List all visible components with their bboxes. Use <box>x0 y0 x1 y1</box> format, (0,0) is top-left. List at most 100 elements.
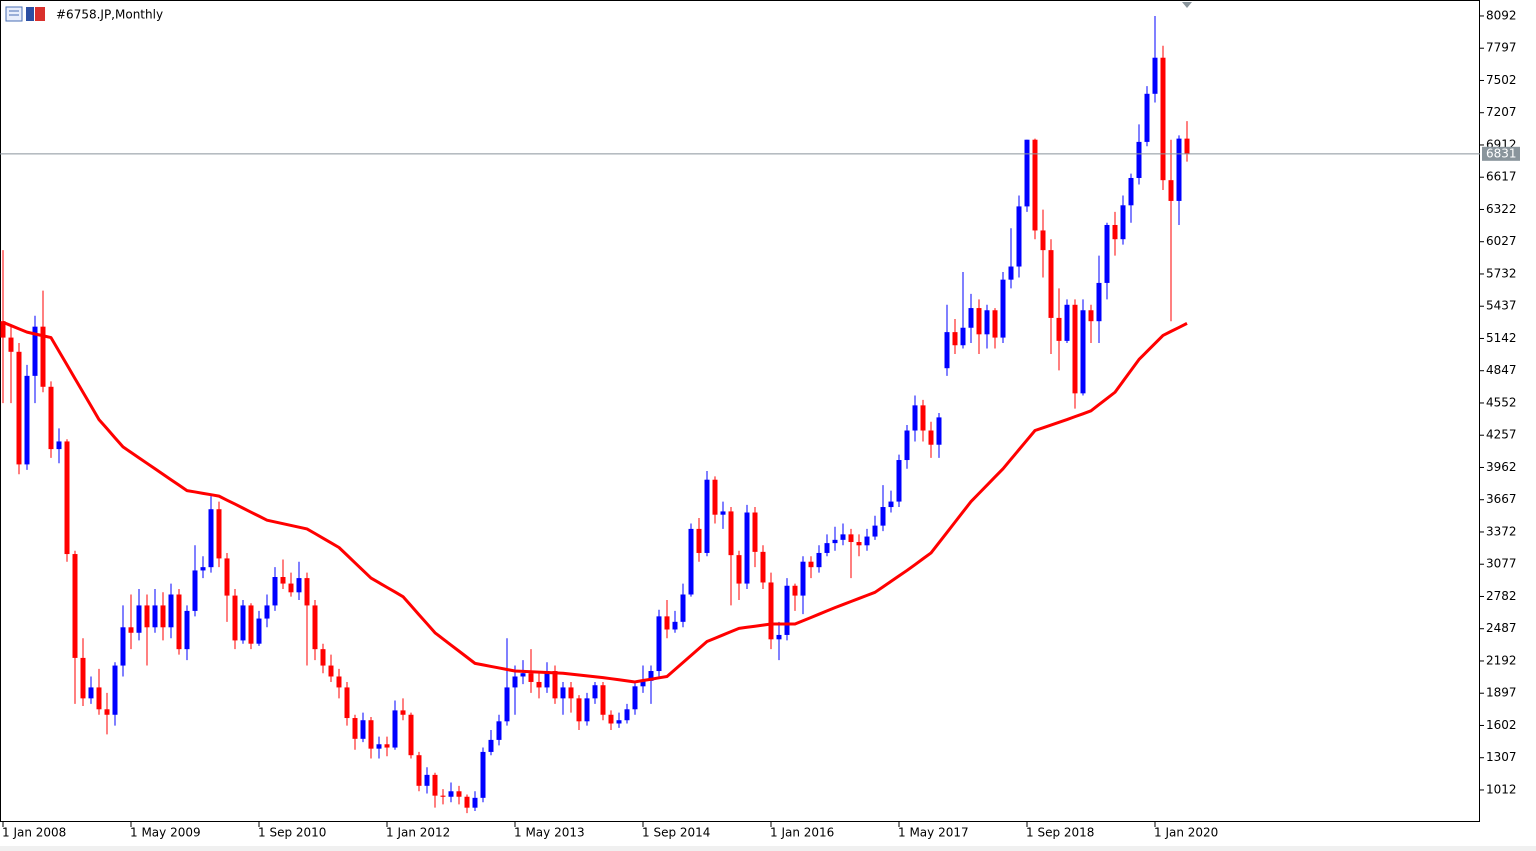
candle-body <box>16 351 22 465</box>
candle-body <box>664 616 670 630</box>
candle-body <box>616 720 622 724</box>
x-tick-label: 1 Jan 2016 <box>770 826 834 840</box>
candle-body <box>872 525 878 537</box>
candle-body <box>736 555 742 584</box>
candle-body <box>1168 180 1174 201</box>
candle-body <box>712 479 718 515</box>
candle-body <box>248 605 254 644</box>
icon <box>35 7 45 21</box>
candle-body <box>168 594 174 628</box>
candle-body <box>1008 266 1014 280</box>
candle-body <box>1056 317 1062 341</box>
candle-body <box>1128 177 1134 206</box>
y-tick-label: 6617 <box>1486 170 1517 184</box>
candle-body <box>832 539 838 544</box>
y-tick-label: 3667 <box>1486 492 1517 506</box>
candle-body <box>952 332 958 346</box>
candle-body <box>408 714 414 756</box>
y-tick-label: 4257 <box>1486 428 1517 442</box>
candle-body <box>920 405 926 431</box>
candle-body <box>88 687 94 699</box>
candle-body <box>376 744 382 749</box>
candle-body <box>352 718 358 739</box>
y-tick-label: 7207 <box>1486 105 1517 119</box>
candle-body <box>800 561 806 596</box>
candle-body <box>784 585 790 635</box>
candle-body <box>0 321 6 338</box>
y-tick-label: 7797 <box>1486 41 1517 55</box>
chart-title: #6758.JP,Monthly <box>56 8 163 22</box>
candle-body <box>64 441 70 555</box>
candle-body <box>624 709 630 721</box>
icon <box>5 6 23 22</box>
candle-body <box>1072 304 1078 394</box>
title-icons <box>5 6 45 22</box>
candle-body <box>976 308 982 335</box>
candle-body <box>176 594 182 650</box>
y-tick-label: 3372 <box>1486 524 1517 538</box>
candle-body <box>280 577 286 584</box>
current-price-box <box>1482 146 1520 161</box>
y-tick-label: 6322 <box>1486 202 1517 216</box>
candle-body <box>568 687 574 699</box>
candle-body <box>320 649 326 666</box>
x-tick-label: 1 May 2009 <box>130 826 201 840</box>
candle-body <box>776 634 782 640</box>
x-tick-label: 1 May 2017 <box>898 826 969 840</box>
candle-body <box>856 542 862 546</box>
candle-body <box>128 627 134 633</box>
candle-body <box>912 405 918 431</box>
candle-body <box>808 561 814 568</box>
candle-body <box>72 554 78 658</box>
candle-body <box>392 710 398 748</box>
candle-body <box>160 605 166 628</box>
candle-body <box>648 671 654 681</box>
candle-body <box>1120 205 1126 240</box>
candle-body <box>896 460 902 502</box>
candle-body <box>336 676 342 688</box>
x-tick-label: 1 Jan 2020 <box>1154 826 1218 840</box>
y-tick-label: 3077 <box>1486 557 1517 571</box>
candle-body <box>104 709 110 715</box>
y-tick-label: 1897 <box>1486 686 1517 700</box>
candle-body <box>184 610 190 650</box>
candle-body <box>264 605 270 619</box>
candle-body <box>880 507 886 526</box>
candle-body <box>456 791 462 797</box>
candle-body <box>656 616 662 672</box>
candle-body <box>1000 279 1006 338</box>
candle-body <box>384 744 390 748</box>
candle-body <box>552 671 558 699</box>
candle-body <box>792 585 798 596</box>
candle-body <box>432 774 438 796</box>
candle-body <box>504 687 510 722</box>
candle-body <box>944 332 950 369</box>
candle-body <box>256 618 262 644</box>
bottom-strip <box>0 846 1536 851</box>
candle-body <box>672 621 678 630</box>
candle-body <box>680 594 686 622</box>
candle-body <box>1040 230 1046 251</box>
candle-body <box>592 685 598 699</box>
candle-body <box>192 570 198 611</box>
candle-body <box>344 687 350 719</box>
candle-body <box>536 681 542 688</box>
candle-body <box>400 710 406 715</box>
candle-body <box>496 721 502 740</box>
candle-body <box>928 430 934 445</box>
candle-body <box>1152 57 1158 94</box>
candle-body <box>768 582 774 640</box>
candle-body <box>744 512 750 584</box>
candle-body <box>528 673 534 682</box>
candle-body <box>752 512 758 552</box>
x-tick-label: 1 Sep 2014 <box>642 826 710 840</box>
candle-body <box>96 687 102 710</box>
candle-body <box>136 605 142 633</box>
moving-average <box>2 320 1188 684</box>
candle-body <box>824 543 830 553</box>
candle-body <box>720 511 726 515</box>
candle-body <box>960 327 966 346</box>
candle-body <box>632 686 638 710</box>
candle-body <box>40 326 46 387</box>
